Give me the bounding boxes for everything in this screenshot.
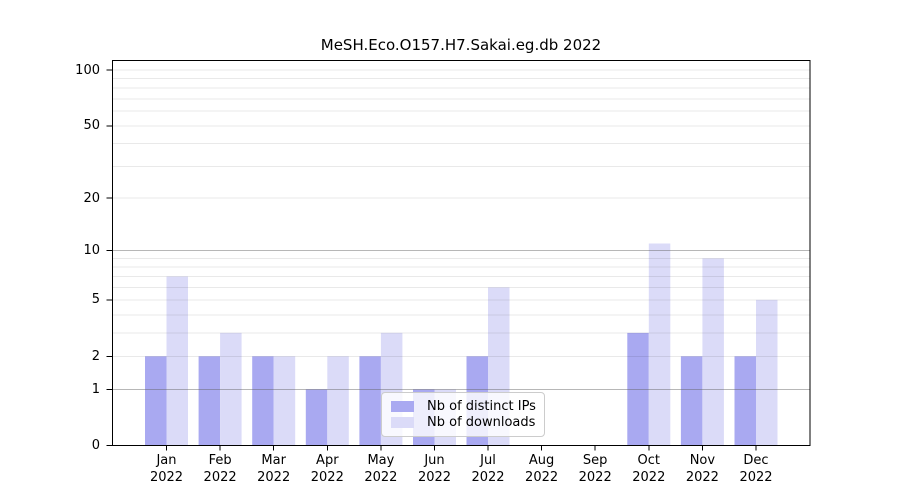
bar xyxy=(273,356,296,446)
legend-swatch-distinct-ips xyxy=(391,400,414,412)
legend-item-downloads: Nb of downloads xyxy=(391,415,535,431)
legend: Nb of distinct IPs Nb of downloads xyxy=(381,392,545,437)
bar xyxy=(734,356,756,446)
y-tick-label: 10 xyxy=(83,243,100,259)
bar xyxy=(198,356,221,446)
x-tick-label: Sep 2022 xyxy=(578,453,612,485)
x-tick-label: Nov 2022 xyxy=(685,453,719,485)
y-tick-label: 1 xyxy=(91,381,100,397)
bar xyxy=(220,332,242,446)
y-tick-label: 20 xyxy=(83,190,100,206)
x-tick-label: Apr 2022 xyxy=(310,453,344,485)
x-tick-label: May 2022 xyxy=(364,453,398,485)
bar xyxy=(680,356,703,446)
x-tick-label: Mar 2022 xyxy=(257,453,291,485)
bar xyxy=(252,356,274,446)
bar xyxy=(359,356,381,446)
bar xyxy=(702,258,724,446)
legend-item-distinct-ips: Nb of distinct IPs xyxy=(391,398,536,414)
legend-label-downloads: Nb of downloads xyxy=(427,415,536,431)
bar xyxy=(166,276,188,446)
bar xyxy=(327,356,349,446)
legend-label-distinct-ips: Nb of distinct IPs xyxy=(427,398,536,414)
bar xyxy=(145,356,167,446)
bar xyxy=(756,299,778,446)
x-tick-label: Jun 2022 xyxy=(417,453,452,485)
bar xyxy=(305,389,328,446)
bar xyxy=(648,243,671,446)
x-tick-label: Oct 2022 xyxy=(632,453,666,485)
y-tick-label: 100 xyxy=(75,62,100,78)
x-tick-label: Jul 2022 xyxy=(471,453,505,485)
x-tick-label: Feb 2022 xyxy=(203,453,237,485)
plot-border xyxy=(112,60,811,447)
y-tick-label: 5 xyxy=(91,292,100,308)
x-tick-label: Aug 2022 xyxy=(525,453,559,485)
y-tick-label: 50 xyxy=(83,118,100,134)
y-tick-label: 0 xyxy=(91,438,100,454)
y-tick-label: 2 xyxy=(91,348,100,364)
chart-title: MeSH.Eco.O157.H7.Sakai.eg.db 2022 xyxy=(320,36,602,54)
bar xyxy=(627,332,649,446)
legend-swatch-downloads xyxy=(391,417,414,429)
x-tick-label: Dec 2022 xyxy=(739,453,773,485)
x-tick-label: Jan 2022 xyxy=(149,453,184,485)
